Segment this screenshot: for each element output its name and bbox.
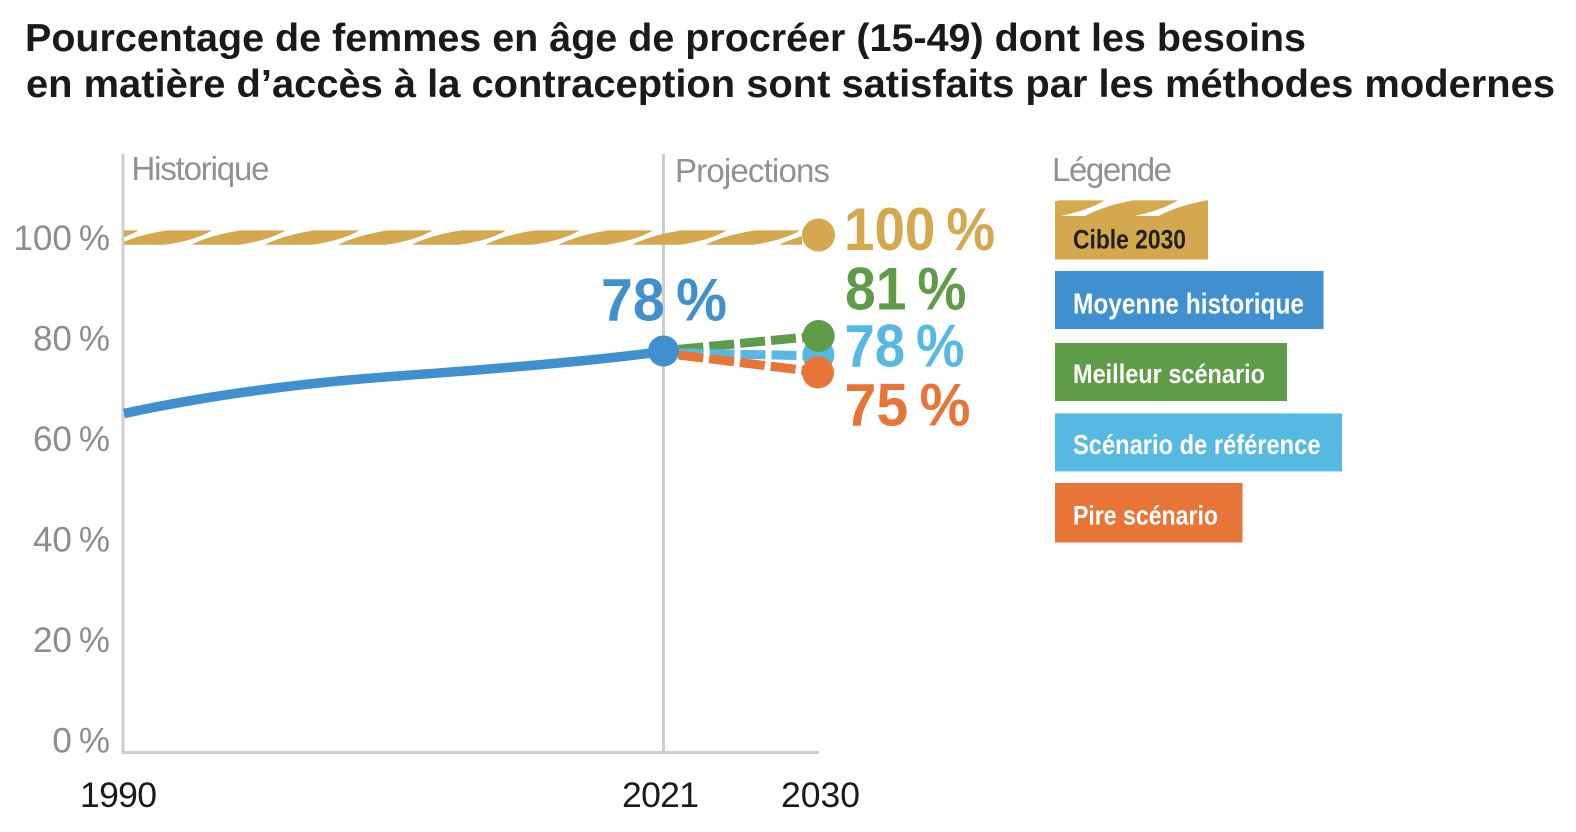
svg-text:1990: 1990	[80, 775, 157, 815]
svg-text:2021: 2021	[622, 775, 699, 815]
svg-text:75 %: 75 %	[845, 371, 971, 438]
svg-text:Historique: Historique	[132, 150, 270, 187]
svg-text:20 %: 20 %	[33, 621, 110, 660]
svg-text:80 %: 80 %	[33, 320, 110, 359]
svg-text:2030: 2030	[781, 775, 860, 815]
svg-text:Légende: Légende	[1052, 151, 1172, 188]
svg-text:0 %: 0 %	[52, 722, 110, 761]
svg-text:Projections: Projections	[675, 152, 830, 189]
svg-text:100 %: 100 %	[13, 219, 110, 258]
svg-text:81 %: 81 %	[845, 256, 967, 323]
svg-text:Cible 2030: Cible 2030	[1073, 225, 1186, 255]
svg-text:en matière d’accès à la contra: en matière d’accès à la contraception so…	[26, 63, 1555, 106]
svg-text:60 %: 60 %	[33, 420, 110, 459]
svg-text:Meilleur scénario: Meilleur scénario	[1073, 359, 1265, 389]
svg-text:Pire scénario: Pire scénario	[1073, 500, 1218, 530]
svg-text:78 %: 78 %	[845, 313, 965, 380]
svg-text:78 %: 78 %	[601, 267, 727, 334]
svg-text:Scénario de référence: Scénario de référence	[1073, 429, 1321, 460]
svg-text:Moyenne historique: Moyenne historique	[1073, 289, 1304, 321]
svg-text:100 %: 100 %	[844, 196, 995, 263]
svg-text:Pourcentage de femmes en âge d: Pourcentage de femmes en âge de procréer…	[25, 17, 1306, 60]
svg-text:40 %: 40 %	[33, 521, 110, 560]
